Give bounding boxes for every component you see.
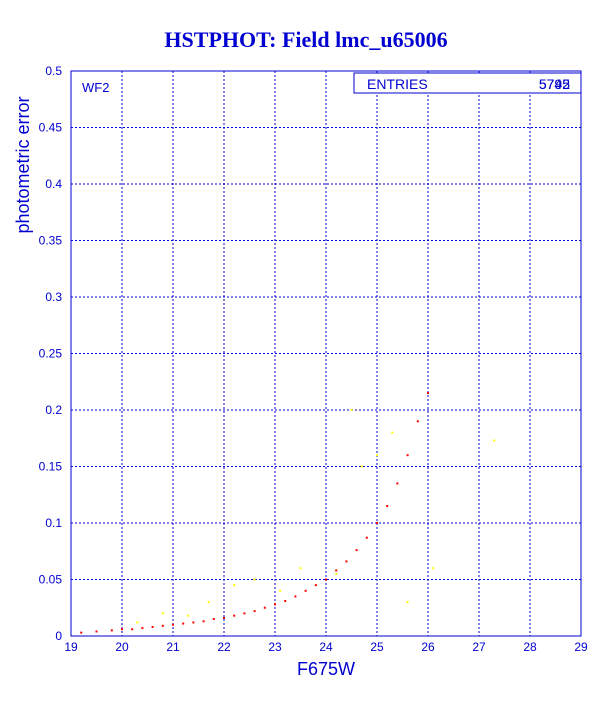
data-point [141,627,144,630]
data-point [493,439,496,442]
data-point [187,614,190,617]
data-point [284,599,287,602]
data-point [233,584,236,587]
x-tick-label: 24 [319,640,333,654]
data-point [325,578,327,581]
data-point [335,569,338,572]
data-point [233,614,236,617]
data-point [263,606,266,609]
data-point [192,621,195,624]
data-point [274,603,276,606]
x-tick-label: 29 [574,640,588,654]
data-point [207,601,210,604]
y-tick-label: 0.35 [39,234,63,248]
data-point [243,612,246,615]
x-tick-labels: 19 20 21 22 23 24 25 26 27 28 29 [64,640,588,654]
data-point [253,610,256,613]
data-point [212,618,215,621]
data-point [161,612,164,615]
data-point [80,631,83,634]
data-point [365,536,368,539]
data-point [182,622,185,625]
y-tick-label: 0.1 [45,516,62,530]
y-tick-label: 0.2 [45,403,62,417]
data-point [376,454,378,457]
data-point [172,623,174,626]
data-point [253,578,256,581]
y-tick-label: 0 [55,629,62,643]
data-point [136,621,139,624]
x-tick-label: 20 [115,640,129,654]
x-axis-label: F675W [297,659,355,679]
data-point [110,629,113,632]
data-point [223,616,225,619]
data-point [314,584,317,587]
y-axis-label: photometric error [13,96,33,233]
x-tick-label: 28 [523,640,537,654]
data-point [350,409,353,411]
y-tick-label: 0.15 [39,460,63,474]
data-point [304,589,307,592]
grid [70,70,582,637]
data-point [345,560,348,563]
data-point [391,431,394,434]
data-point [396,482,399,485]
data-point [161,624,164,627]
data-point [294,595,297,598]
data-point [151,625,154,628]
y-tick-label: 0.3 [45,290,62,304]
panel-label: WF2 [82,80,109,95]
data-point [279,589,282,592]
x-tick-label: 25 [370,640,384,654]
entries-value-2: 5792 [539,76,570,92]
x-tick-label: 19 [64,640,78,654]
x-tick-label: 23 [268,640,282,654]
data-point [202,620,205,623]
x-tick-label: 26 [421,640,435,654]
chart-title: HSTPHOT: Field lmc_u65006 [164,27,447,52]
data-point [299,567,302,570]
data-point [335,572,338,575]
data-point [406,454,409,457]
y-tick-labels: 0 0.05 0.1 0.15 0.2 0.25 0.3 0.35 0.4 0.45 0.5 [39,64,63,643]
entries-value-1: 5745 [539,76,570,92]
x-tick-label: 22 [217,640,231,654]
x-tick-label: 27 [472,640,486,654]
data-point [386,505,389,508]
data-point [427,392,429,395]
y-tick-label: 0.05 [39,573,63,587]
data-point [416,420,419,423]
data-point [95,630,98,633]
y-tick-label: 0.45 [39,121,63,135]
data-point [432,567,435,570]
data-point [355,549,358,552]
data-point [406,601,409,604]
entries-label: ENTRIES [367,76,428,92]
plot-frame [70,70,582,637]
stats-box [353,72,582,94]
data-point [360,465,363,468]
y-tick-label: 0.25 [39,347,63,361]
x-tick-label: 21 [166,640,180,654]
data-point [121,628,123,631]
data-point [131,628,134,631]
y-tick-label: 0.5 [45,64,62,78]
scatter-points [80,392,496,634]
y-tick-label: 0.4 [45,177,62,191]
data-point [376,522,378,524]
